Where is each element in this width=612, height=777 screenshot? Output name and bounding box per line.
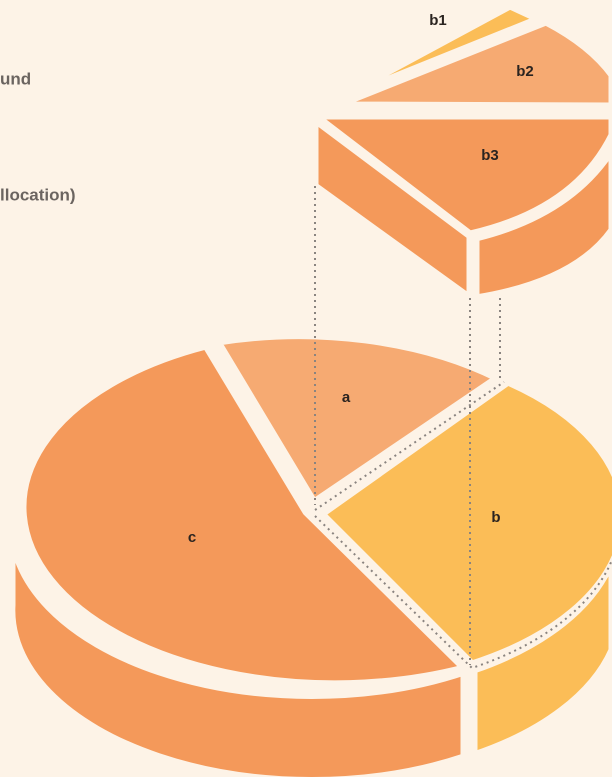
detail-label: b2 [516, 63, 534, 80]
detail-label: b1 [429, 12, 447, 29]
fragment-text: llocation) [0, 185, 76, 204]
slice-b-side [470, 556, 612, 759]
slice-label: b [491, 509, 500, 526]
detail-label: b3 [481, 147, 499, 164]
slice-label: a [342, 389, 351, 406]
slice-b-outline [314, 381, 612, 670]
slice-b [318, 378, 612, 668]
guide-lines [314, 186, 501, 665]
detail-b1 [328, 2, 542, 106]
slice-label: c [188, 529, 196, 546]
detail-b3 [312, 112, 612, 238]
detail-side-front [472, 146, 612, 302]
slice-c [19, 342, 468, 688]
slice-a [214, 332, 501, 506]
fragment-text: und [0, 69, 31, 88]
slice-c-side [8, 516, 468, 777]
